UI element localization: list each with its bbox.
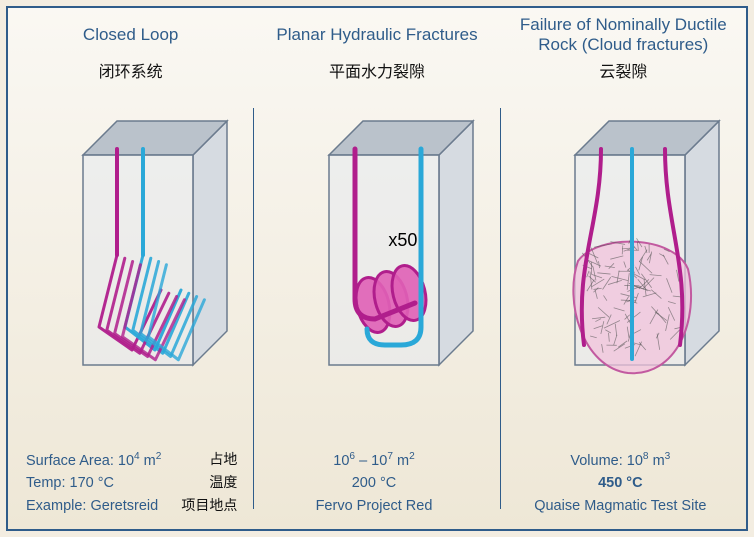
panel-cloud: Failure of Nominally Ductile Rock (Cloud… bbox=[501, 8, 746, 529]
metric-cn: 项目地点 bbox=[181, 495, 243, 517]
metric-line: Volume: 108 m3 bbox=[505, 449, 736, 472]
metric-label: Surface Area: 104 m2 bbox=[26, 449, 161, 472]
diagram-cloud bbox=[505, 82, 742, 447]
metrics-closed-loop: Surface Area: 104 m2 占地 Temp: 170 °C 温度 Exam… bbox=[12, 447, 249, 521]
diagram-frame: Closed Loop 闭环系统 Surface Area: 104 m2 占地 T… bbox=[6, 6, 748, 531]
metric-line: 450 °C bbox=[505, 472, 736, 494]
diagram-closed-loop bbox=[12, 82, 249, 447]
metrics-planar: 106 – 107 m2200 °CFervo Project Red bbox=[258, 447, 495, 521]
diagram-planar: x50 bbox=[258, 82, 495, 447]
metric-line: Quaise Magmatic Test Site bbox=[505, 495, 736, 517]
panel-closed-loop: Closed Loop 闭环系统 Surface Area: 104 m2 占地 T… bbox=[8, 8, 253, 529]
metric-line: 200 °C bbox=[258, 472, 489, 494]
panel-title: Closed Loop bbox=[83, 14, 178, 56]
panel-subtitle: 云裂隙 bbox=[599, 58, 647, 82]
metric-label: Example: Geretsreid bbox=[26, 495, 158, 517]
metric-cn: 占地 bbox=[209, 449, 243, 472]
metric-line: 106 – 107 m2 bbox=[258, 449, 489, 472]
panel-title: Failure of Nominally Ductile Rock (Cloud… bbox=[505, 14, 742, 56]
metric-label: Temp: 170 °C bbox=[26, 472, 114, 494]
panel-title: Planar Hydraulic Fractures bbox=[276, 14, 477, 56]
metric-line: Fervo Project Red bbox=[258, 495, 489, 517]
panel-planar: Planar Hydraulic Fractures 平面水力裂隙 x50 10… bbox=[254, 8, 499, 529]
panel-subtitle: 平面水力裂隙 bbox=[329, 58, 425, 82]
x50-label: x50 bbox=[388, 230, 417, 251]
panel-subtitle: 闭环系统 bbox=[99, 58, 163, 82]
metrics-cloud: Volume: 108 m3450 °CQuaise Magmatic Test… bbox=[505, 447, 742, 521]
metric-cn: 温度 bbox=[209, 472, 243, 494]
